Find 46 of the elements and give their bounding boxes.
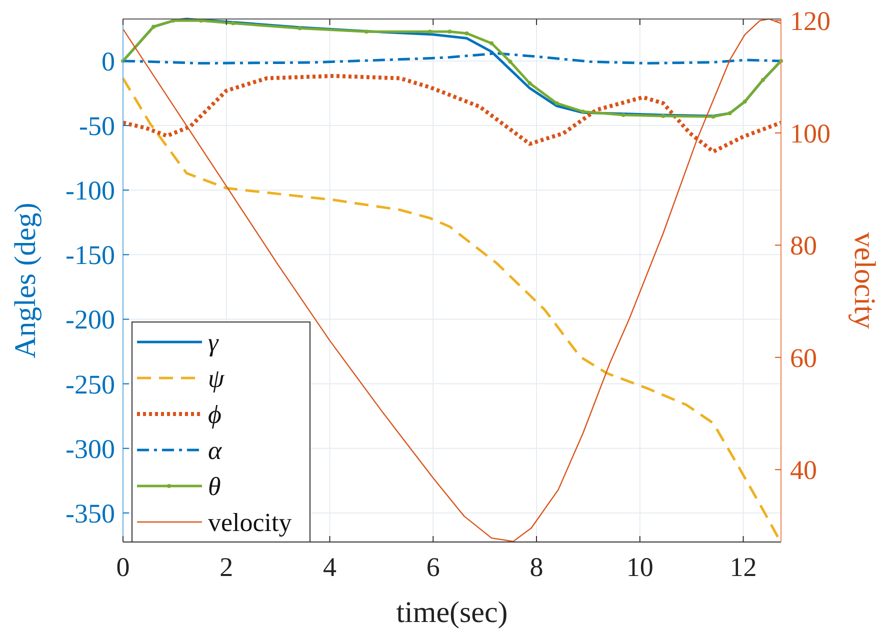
y-tick-label: -150	[66, 240, 115, 270]
point	[621, 112, 626, 117]
point	[528, 81, 532, 86]
point	[742, 100, 747, 104]
legend-label: γ	[208, 328, 219, 358]
y-tick-label: -50	[79, 110, 115, 141]
y-tick-label: -250	[66, 369, 115, 400]
point	[231, 21, 236, 26]
legend-label: θ	[208, 472, 221, 502]
x-tick-label: 4	[323, 552, 338, 582]
point	[554, 101, 559, 106]
point	[490, 41, 494, 46]
point	[151, 24, 156, 29]
point	[428, 30, 432, 34]
legend-label: α	[208, 436, 223, 466]
point	[711, 114, 716, 119]
point	[508, 60, 512, 64]
y-tick-label: -350	[66, 498, 115, 528]
y2-tick-label: 100	[790, 118, 830, 148]
legend-label: ψ	[208, 364, 225, 394]
x-tick-label: 10	[626, 552, 654, 582]
x-tick-label: 2	[220, 552, 234, 582]
y-tick-label: -100	[66, 176, 115, 206]
legend-label: velocity	[208, 508, 292, 538]
y-tick-label: 0	[102, 46, 115, 76]
point	[464, 31, 469, 36]
point	[298, 26, 302, 30]
point	[760, 78, 765, 82]
y-axis-title: Angles (deg)	[9, 202, 42, 358]
y2-tick-label: 40	[790, 455, 817, 486]
point	[448, 30, 452, 34]
point	[364, 30, 368, 34]
y2-tick-label: 60	[790, 342, 817, 373]
x-axis-title: time(sec)	[396, 596, 508, 629]
y2-axis-title: velocity	[848, 232, 881, 329]
x-tick-label: 6	[426, 552, 440, 582]
legend-label: ϕ	[208, 400, 222, 430]
x-tick-label: 12	[730, 552, 757, 582]
y-tick-label: -200	[66, 304, 115, 335]
x-tick-label: 8	[530, 552, 544, 582]
y-tick-label: -300	[66, 434, 115, 464]
point	[581, 110, 586, 114]
y2-tick-label: 120	[790, 6, 830, 36]
point	[728, 111, 732, 116]
point	[661, 114, 666, 118]
y2-tick-label: 80	[790, 230, 817, 261]
